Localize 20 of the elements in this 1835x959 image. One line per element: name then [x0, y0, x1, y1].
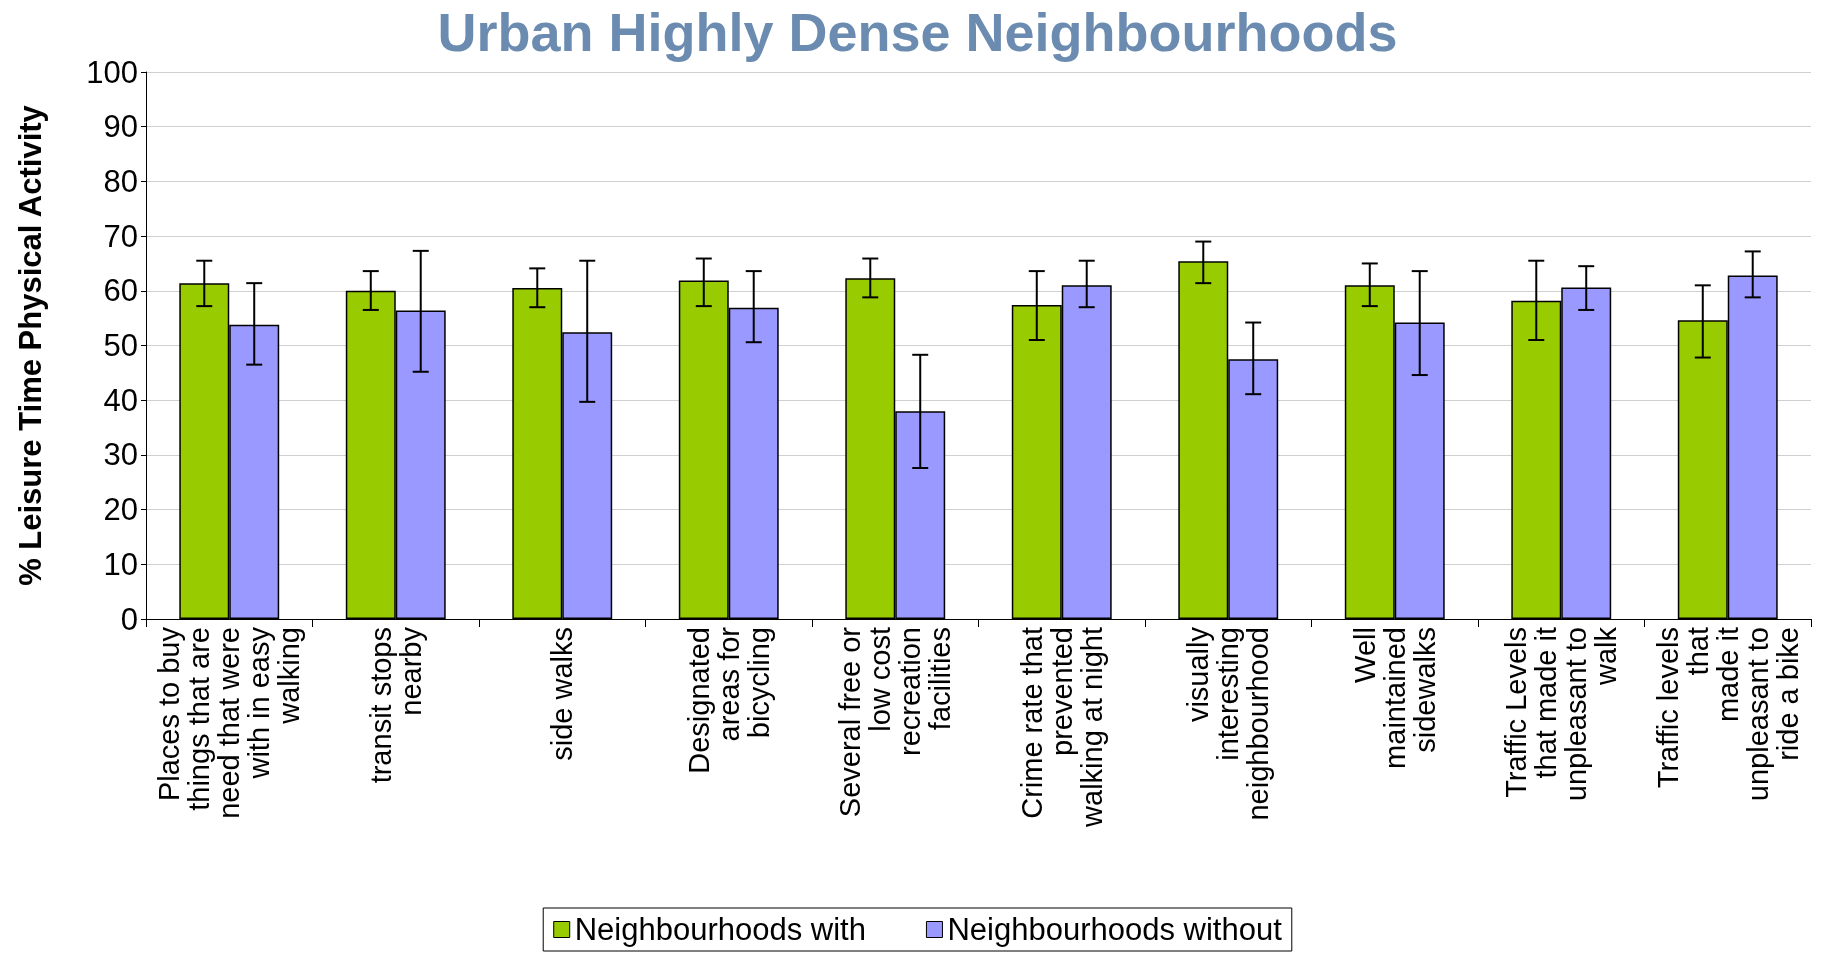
x-tick-label: Traffic Levels that made it unpleasant to walk — [1500, 626, 1623, 802]
y-tick-label: 50 — [103, 328, 138, 363]
y-tick-label: 10 — [103, 546, 138, 582]
y-tick-label: 90 — [103, 109, 138, 145]
x-tick-label: Places to buy things that are need that were with in easy walking — [153, 626, 306, 819]
y-tick-label: 70 — [103, 218, 138, 254]
y-tick-label: 60 — [103, 273, 138, 309]
x-tick-label: side walks — [546, 627, 579, 761]
x-tick-label: Designated areas for bicycling — [682, 626, 775, 774]
chart-title: Urban Highly Dense Neighbourhoods — [437, 2, 1398, 62]
x-tick-label: transit stops nearby — [364, 626, 427, 784]
y-tick-label: 20 — [103, 492, 138, 528]
y-axis-title: % Leisure Time Physical Activity — [13, 104, 48, 586]
y-tick-label: 100 — [86, 54, 138, 90]
y-tick-label: 30 — [103, 437, 138, 473]
y-tick-label: 0 — [120, 601, 138, 637]
y-tick-label: 80 — [103, 163, 138, 199]
y-tick-label: 40 — [103, 382, 138, 418]
legend-label: Neighbourhoods without — [947, 912, 1283, 947]
legend-label: Neighbourhoods with — [574, 912, 866, 947]
